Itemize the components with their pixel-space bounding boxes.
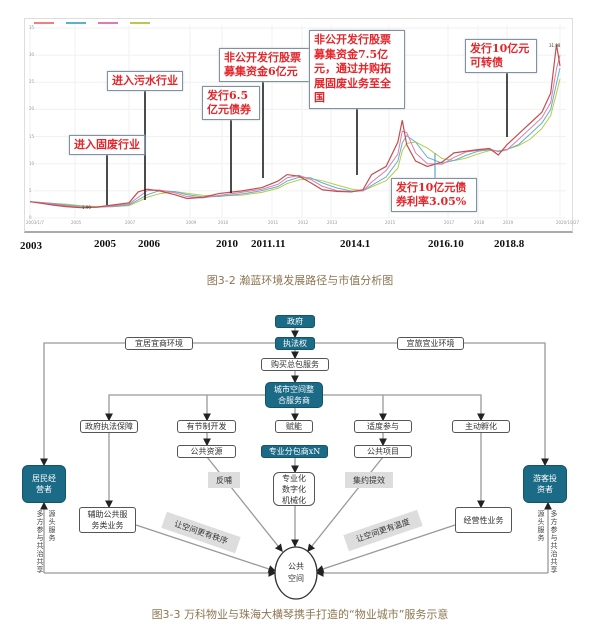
x-tick-label: 2011 (268, 220, 279, 225)
node-tourism-business-env: 宜旅宜业环境 (397, 337, 464, 350)
node-empower: 赋能 (275, 420, 313, 433)
annotation-enter-solid-waste: 进入固废行业 (69, 135, 145, 155)
y-tick-label: 30 (29, 52, 35, 58)
milestone-year: 2018.8 (494, 238, 525, 250)
y-tick-label: 15 (29, 133, 35, 139)
x-tick-label: 2007 (125, 220, 136, 225)
figure-caption-3-2: 图3-2 瀚蓝环境发展路径与市值分析图 (206, 274, 394, 287)
x-tick-label: 2003/1/7 (26, 220, 44, 225)
legend-swatch (34, 22, 54, 24)
node-residents-operators: 居民经营者 (22, 465, 66, 503)
public-space-label: 公共空间 (288, 562, 304, 583)
node-purchase-service: 购买总包服务 (261, 358, 329, 371)
left-co-governance: 多方参与共治共享 (36, 510, 44, 574)
left-source-service: 源头服务 (48, 510, 56, 542)
x-tick-label: 2013 (327, 220, 338, 225)
node-moderate-development: 有节制开发 (177, 420, 236, 433)
x-tick-label: 2012 (298, 220, 309, 225)
min-price-label: 1.90 (82, 205, 91, 210)
annotation-bond-6-5: 发行6.5亿元债券 (202, 86, 260, 120)
price-line (29, 44, 561, 209)
node-active-incubation: 主动孵化 (452, 420, 510, 433)
node-livable-business-env: 宜居宜商环境 (125, 337, 193, 350)
node-public-resources: 公共资源 (177, 445, 236, 458)
node-public-projects: 公共项目 (354, 445, 412, 458)
figure-caption-3-3: 图3-3 万科物业与珠海大横琴携手打造的“物业城市”服务示意 (151, 608, 449, 621)
x-tick-label: 2019 (503, 220, 514, 225)
y-tick-label: 10 (29, 160, 35, 166)
milestone-year: 2011.11 (251, 238, 286, 250)
x-tick-label: 2010 (218, 220, 229, 225)
label-efficiency: 集约提效 (345, 472, 393, 488)
milestone-year: 2003 (20, 240, 42, 252)
node-subcontractor: 专业分包商xN (261, 445, 328, 458)
milestone-year: 2005 (94, 238, 116, 250)
node-moderate-participation: 适度参与 (354, 420, 412, 433)
x-tick-label: 2009 (186, 220, 197, 225)
node-urban-space-integrator: 城市空间整合服务商 (265, 382, 323, 408)
node-law-enforcement: 执法权 (275, 337, 315, 350)
legend-swatch (66, 22, 86, 24)
y-tick-label: 20 (29, 106, 35, 112)
public-space-node (274, 546, 318, 600)
node-auxiliary-public-services: 辅助公共服务类业务 (79, 507, 136, 533)
node-tourists-investors: 游客投资者 (523, 465, 567, 503)
milestone-year: 2010 (216, 238, 238, 250)
annotation-private-placement-6: 非公开发行股票募集资金6亿元 (219, 48, 313, 82)
x-tick-label: 2020/10/27 (556, 220, 580, 225)
node-law-guarantee: 政府执法保障 (80, 420, 138, 433)
x-tick-label: 2018 (474, 220, 485, 225)
label-feedback: 反哺 (208, 472, 240, 488)
node-professionalization: 专业化数字化机械化 (273, 472, 315, 506)
annotation-bond-10-rate: 发行10亿元债券利率3.05% (391, 178, 477, 212)
annotation-enter-wastewater: 进入污水行业 (107, 71, 183, 91)
y-tick-label: 5 (29, 187, 32, 193)
x-tick-label: 2017 (444, 220, 455, 225)
y-tick-label: 25 (29, 79, 35, 85)
y-tick-label: 0 (29, 215, 32, 220)
milestone-year: 2016.10 (428, 238, 464, 250)
milestone-year: 2014.1 (340, 238, 371, 250)
y-tick-label: 35 (29, 25, 35, 30)
node-commercial-business: 经营性业务 (455, 507, 512, 533)
max-price-label: 31.98 (549, 43, 561, 48)
stock-chart-frame (24, 18, 573, 233)
annotation-private-placement-7-5: 非公开发行股票募集资金7.5亿元，通过并购拓展固废业务至全国 (309, 30, 405, 109)
x-tick-label: 2015 (385, 220, 396, 225)
x-tick-label: 2005 (71, 220, 82, 225)
right-co-governance: 多方参与共治共享 (550, 510, 558, 574)
legend-swatch (98, 22, 118, 24)
annotation-convertible-bond: 发行10亿元可转债 (465, 39, 537, 73)
right-source-service: 源头服务 (537, 510, 545, 542)
legend-swatch (130, 22, 150, 24)
milestone-year: 2006 (138, 238, 160, 250)
node-government: 政府 (275, 315, 315, 328)
moving-average-line (29, 55, 561, 208)
